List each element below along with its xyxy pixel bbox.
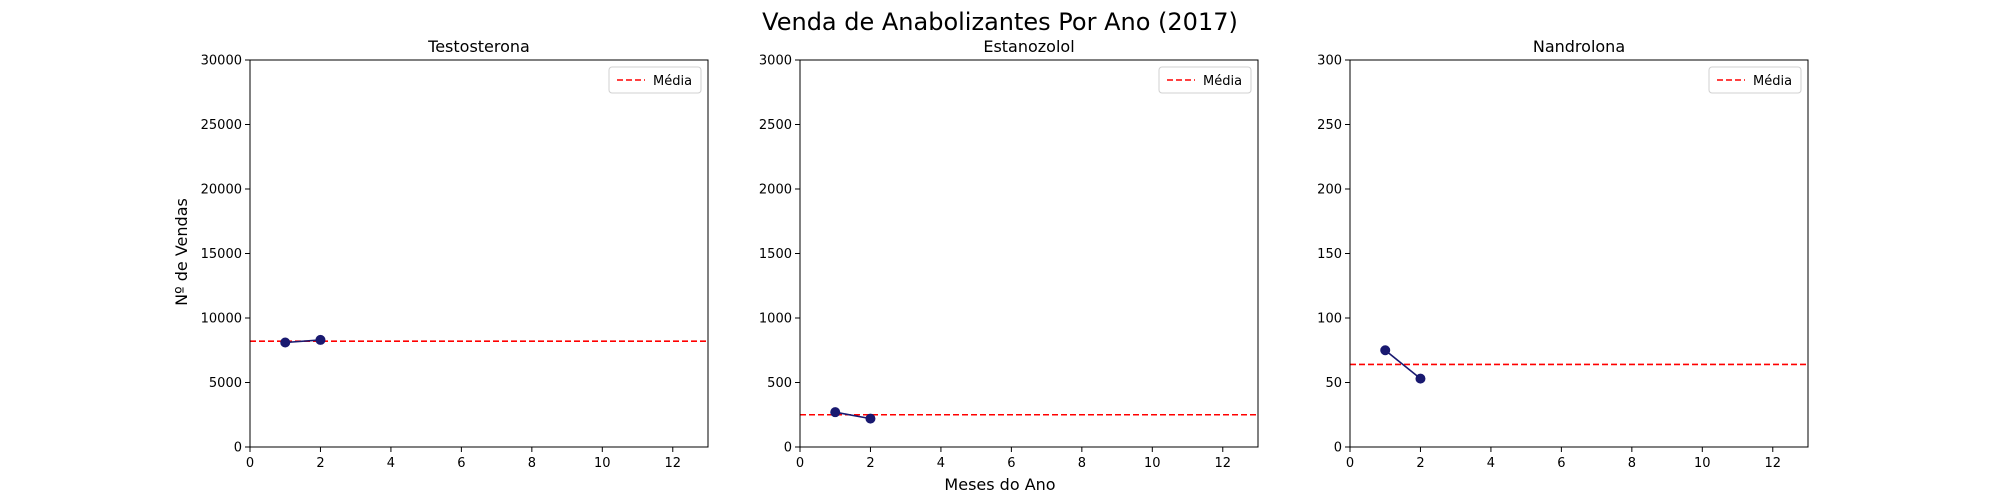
legend: Média <box>608 66 702 94</box>
subplot-title: Testosterona <box>427 37 530 56</box>
y-tick-label: 200 <box>1317 183 1342 198</box>
x-tick-label: 10 <box>594 456 611 471</box>
figure-ylabel: Nº de Vendas <box>172 198 191 306</box>
x-tick-label: 0 <box>1346 456 1354 471</box>
x-tick-label: 2 <box>1416 456 1424 471</box>
x-tick-label: 12 <box>1214 456 1231 471</box>
y-tick-label: 500 <box>767 376 792 391</box>
data-point <box>865 413 876 424</box>
y-tick-label: 100 <box>1317 312 1342 327</box>
subplot-1: Testosterona 0 2 4 6 8 10 12 0 5000 10000 15000 2000… <box>201 37 709 471</box>
legend-box <box>1158 66 1252 94</box>
legend: Média <box>1158 66 1252 94</box>
x-tick-label: 10 <box>1694 456 1711 471</box>
x-tick-label: 0 <box>246 456 254 471</box>
x-tick-label: 12 <box>1764 456 1781 471</box>
legend-box <box>608 66 702 94</box>
legend-label: Média <box>1203 74 1242 89</box>
y-tick-label: 1000 <box>759 312 792 327</box>
subplot-title: Nandrolona <box>1533 37 1625 56</box>
data-point <box>315 334 326 345</box>
x-tick-label: 12 <box>664 456 681 471</box>
axes-frame <box>1349 59 1809 448</box>
data-point <box>830 407 841 418</box>
x-tick-label: 10 <box>1144 456 1161 471</box>
y-tick-label: 300 <box>1317 54 1342 69</box>
y-tick-label: 30000 <box>201 54 242 69</box>
data-point <box>1380 345 1391 356</box>
x-tick-label: 8 <box>528 456 536 471</box>
x-tick-label: 6 <box>1557 456 1565 471</box>
figure-suptitle: Venda de Anabolizantes Por Ano (2017) <box>762 8 1238 36</box>
y-tick-label: 0 <box>234 441 242 456</box>
x-tick-label: 8 <box>1078 456 1086 471</box>
axes-frame <box>799 59 1259 448</box>
y-tick-label: 1500 <box>759 247 792 262</box>
y-tick-label: 2500 <box>759 118 792 133</box>
y-tick-label: 5000 <box>209 376 242 391</box>
y-tick-label: 15000 <box>201 247 242 262</box>
y-tick-label: 0 <box>784 441 792 456</box>
x-tick-label: 8 <box>1628 456 1636 471</box>
x-tick-label: 4 <box>387 456 395 471</box>
series-line <box>285 339 321 344</box>
data-point <box>280 337 291 348</box>
axes-frame <box>249 59 709 448</box>
data-point <box>1415 373 1426 384</box>
x-tick-label: 4 <box>1487 456 1495 471</box>
x-tick-label: 2 <box>316 456 324 471</box>
y-tick-label: 3000 <box>759 54 792 69</box>
legend-box <box>1708 66 1802 94</box>
legend: Média <box>1708 66 1802 94</box>
y-tick-label: 50 <box>1325 376 1342 391</box>
y-tick-label: 0 <box>1334 441 1342 456</box>
y-tick-label: 250 <box>1317 118 1342 133</box>
figure-xlabel: Meses do Ano <box>944 475 1055 494</box>
legend-label: Média <box>1753 74 1792 89</box>
series-line <box>1384 349 1421 380</box>
x-tick-label: 6 <box>1007 456 1015 471</box>
y-tick-label: 20000 <box>201 183 242 198</box>
y-tick-label: 10000 <box>201 312 242 327</box>
x-tick-label: 6 <box>457 456 465 471</box>
legend-label: Média <box>653 74 692 89</box>
subplot-3: Nandrolona 0 2 4 6 8 10 12 0 50 100 150 200 250 300 Méd… <box>1317 37 1809 471</box>
x-tick-label: 4 <box>937 456 945 471</box>
series-line <box>835 411 871 420</box>
subplot-2: Estanozolol 0 2 4 6 8 10 12 0 500 1000 1500 2000 2500… <box>759 37 1259 471</box>
y-tick-label: 25000 <box>201 118 242 133</box>
y-tick-label: 150 <box>1317 247 1342 262</box>
x-tick-label: 2 <box>866 456 874 471</box>
x-tick-label: 0 <box>796 456 804 471</box>
y-tick-label: 2000 <box>759 183 792 198</box>
subplot-title: Estanozolol <box>983 37 1074 56</box>
